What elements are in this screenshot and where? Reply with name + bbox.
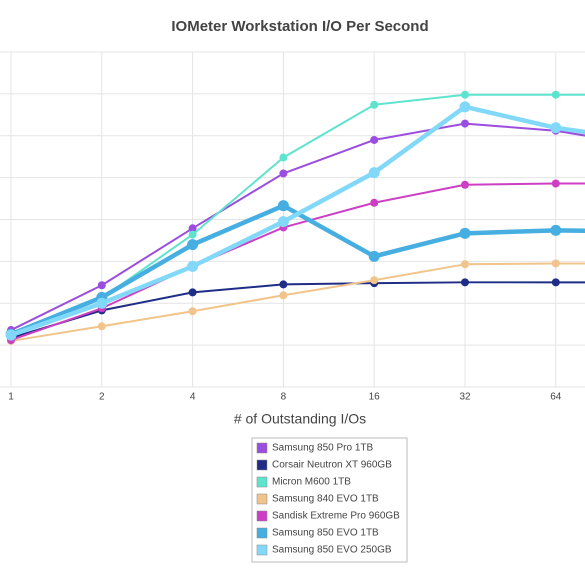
data-point (5, 329, 17, 341)
legend-swatch (256, 476, 268, 488)
data-point (187, 239, 199, 251)
data-point (370, 276, 379, 285)
data-point (188, 288, 197, 297)
data-point (550, 122, 562, 134)
data-point (461, 260, 469, 269)
data-point (277, 216, 289, 228)
data-point (551, 278, 560, 287)
data-point (551, 259, 560, 268)
series-line (10, 182, 585, 342)
legend-swatch (256, 442, 268, 454)
data-point (279, 280, 288, 289)
data-point (188, 307, 197, 316)
legend-swatch (256, 544, 268, 556)
legend-swatch (256, 527, 268, 539)
legend (251, 437, 408, 563)
data-point (188, 224, 197, 233)
series-line (10, 122, 585, 331)
series-line (10, 203, 585, 337)
legend-swatch (256, 459, 268, 471)
legend-label: Samsung 850 EVO 250GB (272, 545, 392, 556)
legend-label: Corsair Neutron XT 960GB (272, 460, 392, 471)
x-tick-label: 1 (8, 392, 14, 403)
data-point (551, 90, 560, 99)
data-point (97, 322, 106, 331)
data-point (370, 135, 379, 144)
data-point (368, 250, 380, 262)
x-tick-label: 2 (99, 392, 105, 403)
x-tick-label: 4 (190, 392, 196, 403)
data-point (368, 167, 380, 179)
x-axis-label: # of Outstanding I/Os (234, 411, 366, 427)
series-line (10, 262, 585, 342)
data-point (279, 291, 288, 300)
data-point (188, 230, 197, 239)
data-point (461, 90, 469, 99)
data-point (97, 281, 106, 290)
data-point (550, 224, 562, 236)
series-line (10, 281, 585, 339)
data-point (277, 200, 289, 212)
legend-swatch (256, 493, 268, 505)
legend-label: Samsung 850 Pro 1TB (272, 443, 373, 454)
data-point (279, 153, 288, 162)
legend-swatch (256, 510, 268, 522)
data-point (461, 180, 469, 189)
chart-title: IOMeter Workstation I/O Per Second (171, 18, 428, 35)
data-point (370, 100, 379, 109)
data-point (551, 179, 560, 188)
data-point (461, 278, 469, 287)
series-line (10, 104, 585, 338)
legend-label: Samsung 840 EVO 1TB (272, 494, 379, 505)
legend-label: Micron M600 1TB (272, 477, 351, 488)
data-point (461, 119, 469, 128)
legend-label: Sandisk Extreme Pro 960GB (272, 511, 400, 522)
x-tick-label: 32 (459, 392, 471, 403)
data-point (370, 198, 379, 207)
data-point (279, 169, 288, 178)
data-point (187, 260, 199, 272)
data-point (96, 297, 108, 309)
x-tick-label: 8 (281, 392, 287, 403)
legend-label: Samsung 850 EVO 1TB (272, 528, 379, 539)
x-tick-label: 16 (369, 392, 381, 403)
x-tick-label: 64 (550, 392, 562, 403)
data-point (459, 227, 471, 239)
data-point (459, 101, 471, 113)
